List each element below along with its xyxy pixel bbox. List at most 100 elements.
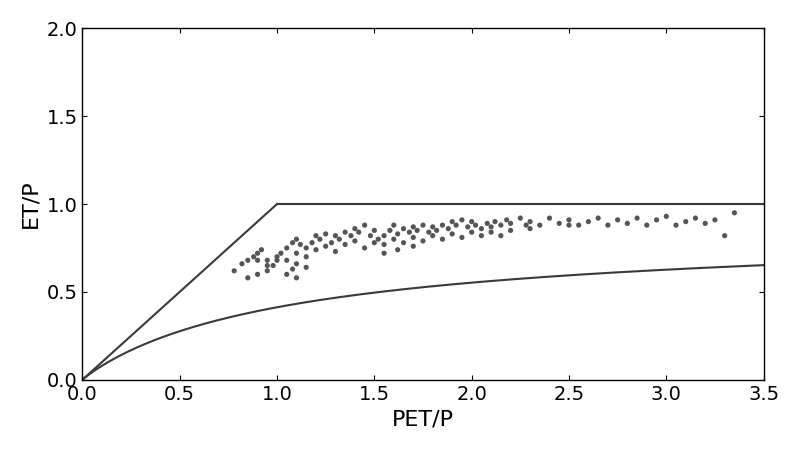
Point	[383, 227, 396, 234]
Point	[450, 221, 462, 229]
Point	[251, 271, 264, 278]
Point	[534, 221, 546, 229]
Point	[466, 229, 478, 236]
Point	[280, 256, 293, 264]
Point	[494, 221, 507, 229]
Point	[475, 225, 488, 232]
Point	[280, 271, 293, 278]
Point	[481, 220, 494, 227]
Point	[679, 218, 692, 225]
Point	[621, 220, 634, 227]
Point	[455, 234, 468, 241]
Point	[689, 215, 702, 222]
Point	[410, 227, 423, 234]
Point	[426, 232, 439, 239]
Point	[397, 239, 410, 246]
Point	[266, 262, 279, 269]
Point	[417, 237, 430, 244]
Point	[422, 229, 435, 236]
Point	[261, 267, 274, 274]
Point	[290, 236, 303, 243]
Point	[387, 221, 400, 229]
Point	[562, 221, 575, 229]
Point	[255, 246, 268, 253]
Point	[514, 215, 526, 222]
Point	[524, 225, 537, 232]
Point	[699, 220, 712, 227]
Point	[300, 264, 313, 271]
Point	[718, 232, 731, 239]
Point	[407, 243, 420, 250]
Point	[592, 215, 605, 222]
Point	[261, 262, 274, 269]
Point	[294, 241, 306, 248]
Point	[349, 237, 362, 244]
Point	[368, 227, 381, 234]
Point	[300, 253, 313, 261]
Point	[430, 227, 443, 234]
Point	[436, 236, 449, 243]
Point	[261, 256, 274, 264]
Point	[520, 221, 533, 229]
Point	[524, 218, 537, 225]
Point	[504, 227, 517, 234]
Point	[475, 232, 488, 239]
Point	[462, 223, 474, 230]
Point	[286, 266, 299, 273]
Point	[407, 223, 420, 230]
Point	[489, 218, 502, 225]
Point	[494, 232, 507, 239]
Point	[650, 216, 663, 224]
Point	[228, 267, 241, 274]
Point	[485, 229, 498, 236]
Point	[391, 230, 404, 238]
Point	[251, 250, 264, 257]
Point	[407, 234, 420, 241]
Y-axis label: ET/P: ET/P	[21, 180, 41, 228]
Point	[242, 274, 254, 281]
Point	[403, 229, 416, 236]
Point	[397, 225, 410, 232]
Point	[469, 221, 482, 229]
Point	[504, 220, 517, 227]
Point	[290, 250, 303, 257]
Point	[319, 243, 332, 250]
Point	[572, 221, 585, 229]
Point	[436, 221, 449, 229]
Point	[660, 213, 673, 220]
Point	[247, 253, 260, 261]
Point	[446, 218, 458, 225]
Point	[417, 221, 430, 229]
Point	[345, 232, 358, 239]
Point	[290, 274, 303, 281]
Point	[485, 223, 498, 230]
Point	[325, 239, 338, 246]
Point	[270, 253, 283, 261]
Point	[349, 225, 362, 232]
Point	[562, 216, 575, 224]
Point	[329, 232, 342, 239]
Point	[235, 260, 248, 267]
Point	[602, 221, 614, 229]
Point	[329, 248, 342, 255]
Point	[641, 221, 654, 229]
Point	[378, 250, 390, 257]
Point	[290, 260, 303, 267]
Point	[553, 220, 566, 227]
Point	[372, 236, 385, 243]
Point	[358, 244, 371, 252]
Point	[338, 229, 351, 236]
Point	[728, 209, 741, 216]
Point	[455, 216, 468, 224]
Point	[280, 244, 293, 252]
Point	[378, 232, 390, 239]
Point	[709, 216, 722, 224]
Point	[251, 256, 264, 264]
Point	[368, 239, 381, 246]
Point	[310, 246, 322, 253]
Point	[333, 236, 346, 243]
Point	[500, 216, 513, 224]
Point	[338, 241, 351, 248]
Point	[391, 246, 404, 253]
Point	[364, 232, 377, 239]
